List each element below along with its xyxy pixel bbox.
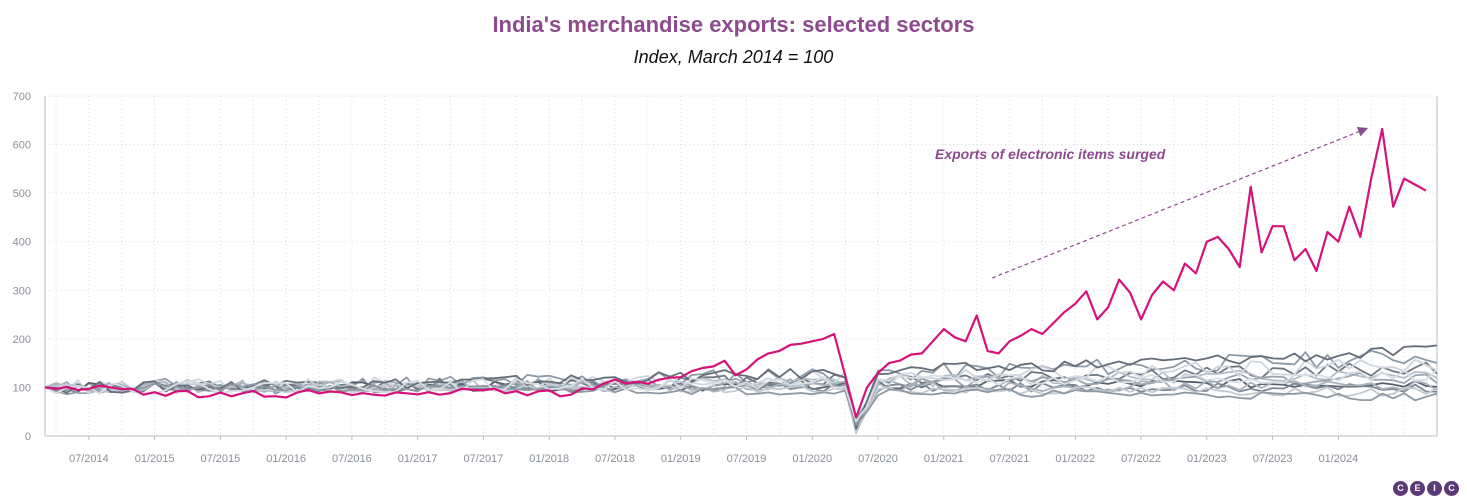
logo-letter: C (1444, 481, 1459, 496)
series-line-sector-h (44, 379, 1438, 423)
x-tick-label: 01/2023 (1187, 453, 1227, 465)
y-tick-label: 600 (13, 140, 31, 152)
y-tick-label: 700 (13, 91, 31, 103)
y-tick-label: 500 (13, 188, 31, 200)
x-tick-label: 01/2017 (398, 453, 438, 465)
x-tick-label: 01/2019 (661, 453, 701, 465)
logo-letter: I (1427, 481, 1442, 496)
annotation-arrow-head (1356, 127, 1368, 137)
x-tick-label: 01/2024 (1318, 453, 1358, 465)
x-tick-label: 01/2022 (1055, 453, 1095, 465)
annotation-arrow-line (991, 130, 1361, 279)
y-tick-label: 100 (13, 382, 31, 394)
x-tick-label: 07/2015 (200, 453, 240, 465)
x-tick-label: 01/2018 (529, 453, 569, 465)
series-line-sector-l (44, 368, 1438, 423)
series-line-electronic-goods (44, 127, 1427, 419)
x-tick-label: 01/2016 (266, 453, 306, 465)
x-tick-label: 07/2016 (332, 453, 372, 465)
background-series-group (44, 344, 1438, 435)
x-tick-label: 07/2014 (69, 453, 109, 465)
x-tick-label: 07/2022 (1121, 453, 1161, 465)
chart-title: India's merchandise exports: selected se… (492, 12, 975, 37)
annotation-group: Exports of electronic items surged (935, 127, 1368, 279)
logo-letter: E (1410, 481, 1425, 496)
series-line-sector-g (44, 382, 1438, 427)
x-tick-label: 07/2020 (858, 453, 898, 465)
y-tick-label: 400 (13, 237, 31, 249)
x-tick-label: 01/2020 (792, 453, 832, 465)
highlight-series-group (44, 127, 1427, 419)
x-tick-label: 01/2021 (924, 453, 964, 465)
chart-axes: 0 100 200 300 400 500 600 700 07/2014 01/2015 07/2… (13, 91, 1438, 465)
ceic-logo: C E I C (1393, 481, 1459, 496)
x-tick-label: 07/2023 (1253, 453, 1293, 465)
x-tick-label: 07/2017 (464, 453, 504, 465)
y-tick-label: 0 (25, 431, 31, 443)
y-tick-label: 200 (13, 334, 31, 346)
series-line-sector-f (44, 358, 1438, 431)
series-line-sector-k (44, 382, 1438, 427)
annotation-text: Exports of electronic items surged (935, 146, 1166, 162)
y-tick-label: 300 (13, 285, 31, 297)
logo-letter: C (1393, 481, 1408, 496)
x-tick-label: 01/2015 (135, 453, 175, 465)
x-tick-label: 07/2021 (990, 453, 1030, 465)
chart-subtitle: Index, March 2014 = 100 (633, 47, 834, 67)
x-tick-label: 07/2018 (595, 453, 635, 465)
x-tick-label: 07/2019 (727, 453, 767, 465)
